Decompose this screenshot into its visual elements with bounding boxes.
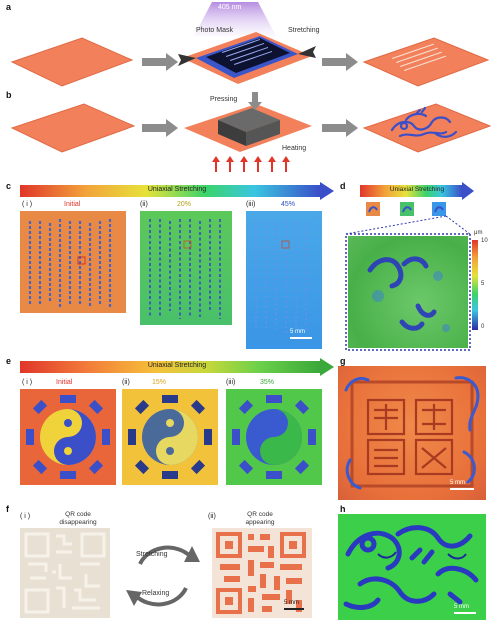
stretching-label-f: Stretching	[136, 551, 168, 558]
panel-label-g: g	[340, 356, 346, 366]
d-thumb-orange	[366, 202, 380, 216]
uniaxial-stretching-bar-d: Uniaxial Stretching	[360, 182, 474, 200]
panel-label-f: f	[6, 504, 9, 514]
yin-yang-15-image	[122, 389, 218, 485]
panel-label-c: c	[6, 181, 12, 191]
qr-appearing-image: 5 mm	[212, 528, 312, 618]
d-colorbar-tick-0: 0	[481, 324, 485, 330]
panel-label-h: h	[340, 504, 346, 514]
panel-label-e: e	[6, 356, 12, 366]
c-sub-iii: (iii)	[246, 201, 256, 208]
uniaxial-stretching-label-c: Uniaxial Stretching	[147, 186, 207, 193]
d-colorbar-unit: μm	[474, 230, 483, 236]
panel-b-graphics	[10, 92, 492, 172]
d-colorbar-tick-10: 10	[481, 238, 488, 244]
f-right-roman: (ii)	[208, 513, 216, 520]
e-sub-ii: (ii)	[122, 379, 130, 386]
uv-label: 405 nm	[218, 4, 242, 11]
manuscript-initial-image	[20, 211, 126, 313]
yin-yang-35-image	[226, 389, 322, 485]
c-sub-ii-pct: 20%	[177, 201, 192, 208]
yin-yang-initial-image	[20, 389, 116, 485]
e-sub-ii-pct: 15%	[152, 379, 167, 386]
uniaxial-stretching-bar-c: Uniaxial Stretching	[20, 182, 334, 200]
heating-label: Heating	[282, 145, 307, 152]
panel-a-graphics	[10, 32, 490, 87]
uniaxial-stretching-label-e: Uniaxial Stretching	[147, 362, 207, 369]
f-right-caption-1: QR code	[247, 511, 273, 518]
d-zoom-lines	[345, 215, 471, 351]
panel-label-a: a	[6, 2, 12, 12]
d-thumb-green	[400, 202, 414, 216]
dragon-image: 5 mm	[338, 514, 486, 620]
c-sub-ii: (ii)	[140, 201, 148, 208]
manuscript-45-image: 5 mm	[246, 211, 322, 349]
f-left-roman: ( i )	[20, 513, 31, 520]
photo-mask-label: Photo Mask	[196, 27, 233, 34]
uv-lamp	[194, 2, 276, 36]
relaxing-label-f: Relaxing	[142, 590, 170, 597]
uniaxial-stretching-bar-e: Uniaxial Stretching	[20, 358, 334, 376]
f-right-caption-2: appearing	[245, 519, 275, 526]
f-left-caption-1: QR code	[65, 511, 91, 518]
e-sub-iii: (iii)	[226, 379, 236, 386]
c-sub-i-pct: Initial	[64, 201, 81, 208]
d-height-map-image	[348, 236, 468, 348]
seal-image: 5 mm	[338, 366, 486, 500]
d-thumb-blue	[432, 202, 446, 216]
uniaxial-stretching-label-d: Uniaxial Stretching	[389, 186, 445, 193]
e-sub-i-pct: Initial	[56, 379, 73, 386]
panel-label-b: b	[6, 90, 12, 100]
pressing-label: Pressing	[210, 96, 238, 103]
panel-label-d: d	[340, 181, 346, 191]
manuscript-20-image	[140, 211, 232, 325]
e-sub-iii-pct: 35%	[260, 379, 275, 386]
d-colorbar-tick-5: 5	[481, 281, 485, 287]
c-sub-i: ( i )	[22, 201, 33, 208]
qr-disappearing-image	[20, 528, 110, 618]
stretching-label-a: Stretching	[288, 27, 320, 34]
c-sub-iii-pct: 45%	[281, 201, 296, 208]
f-left-caption-2: disappearing	[59, 519, 97, 526]
d-colorbar	[472, 240, 478, 330]
e-sub-i: ( i )	[22, 379, 33, 386]
cycle-arrows	[126, 545, 200, 607]
